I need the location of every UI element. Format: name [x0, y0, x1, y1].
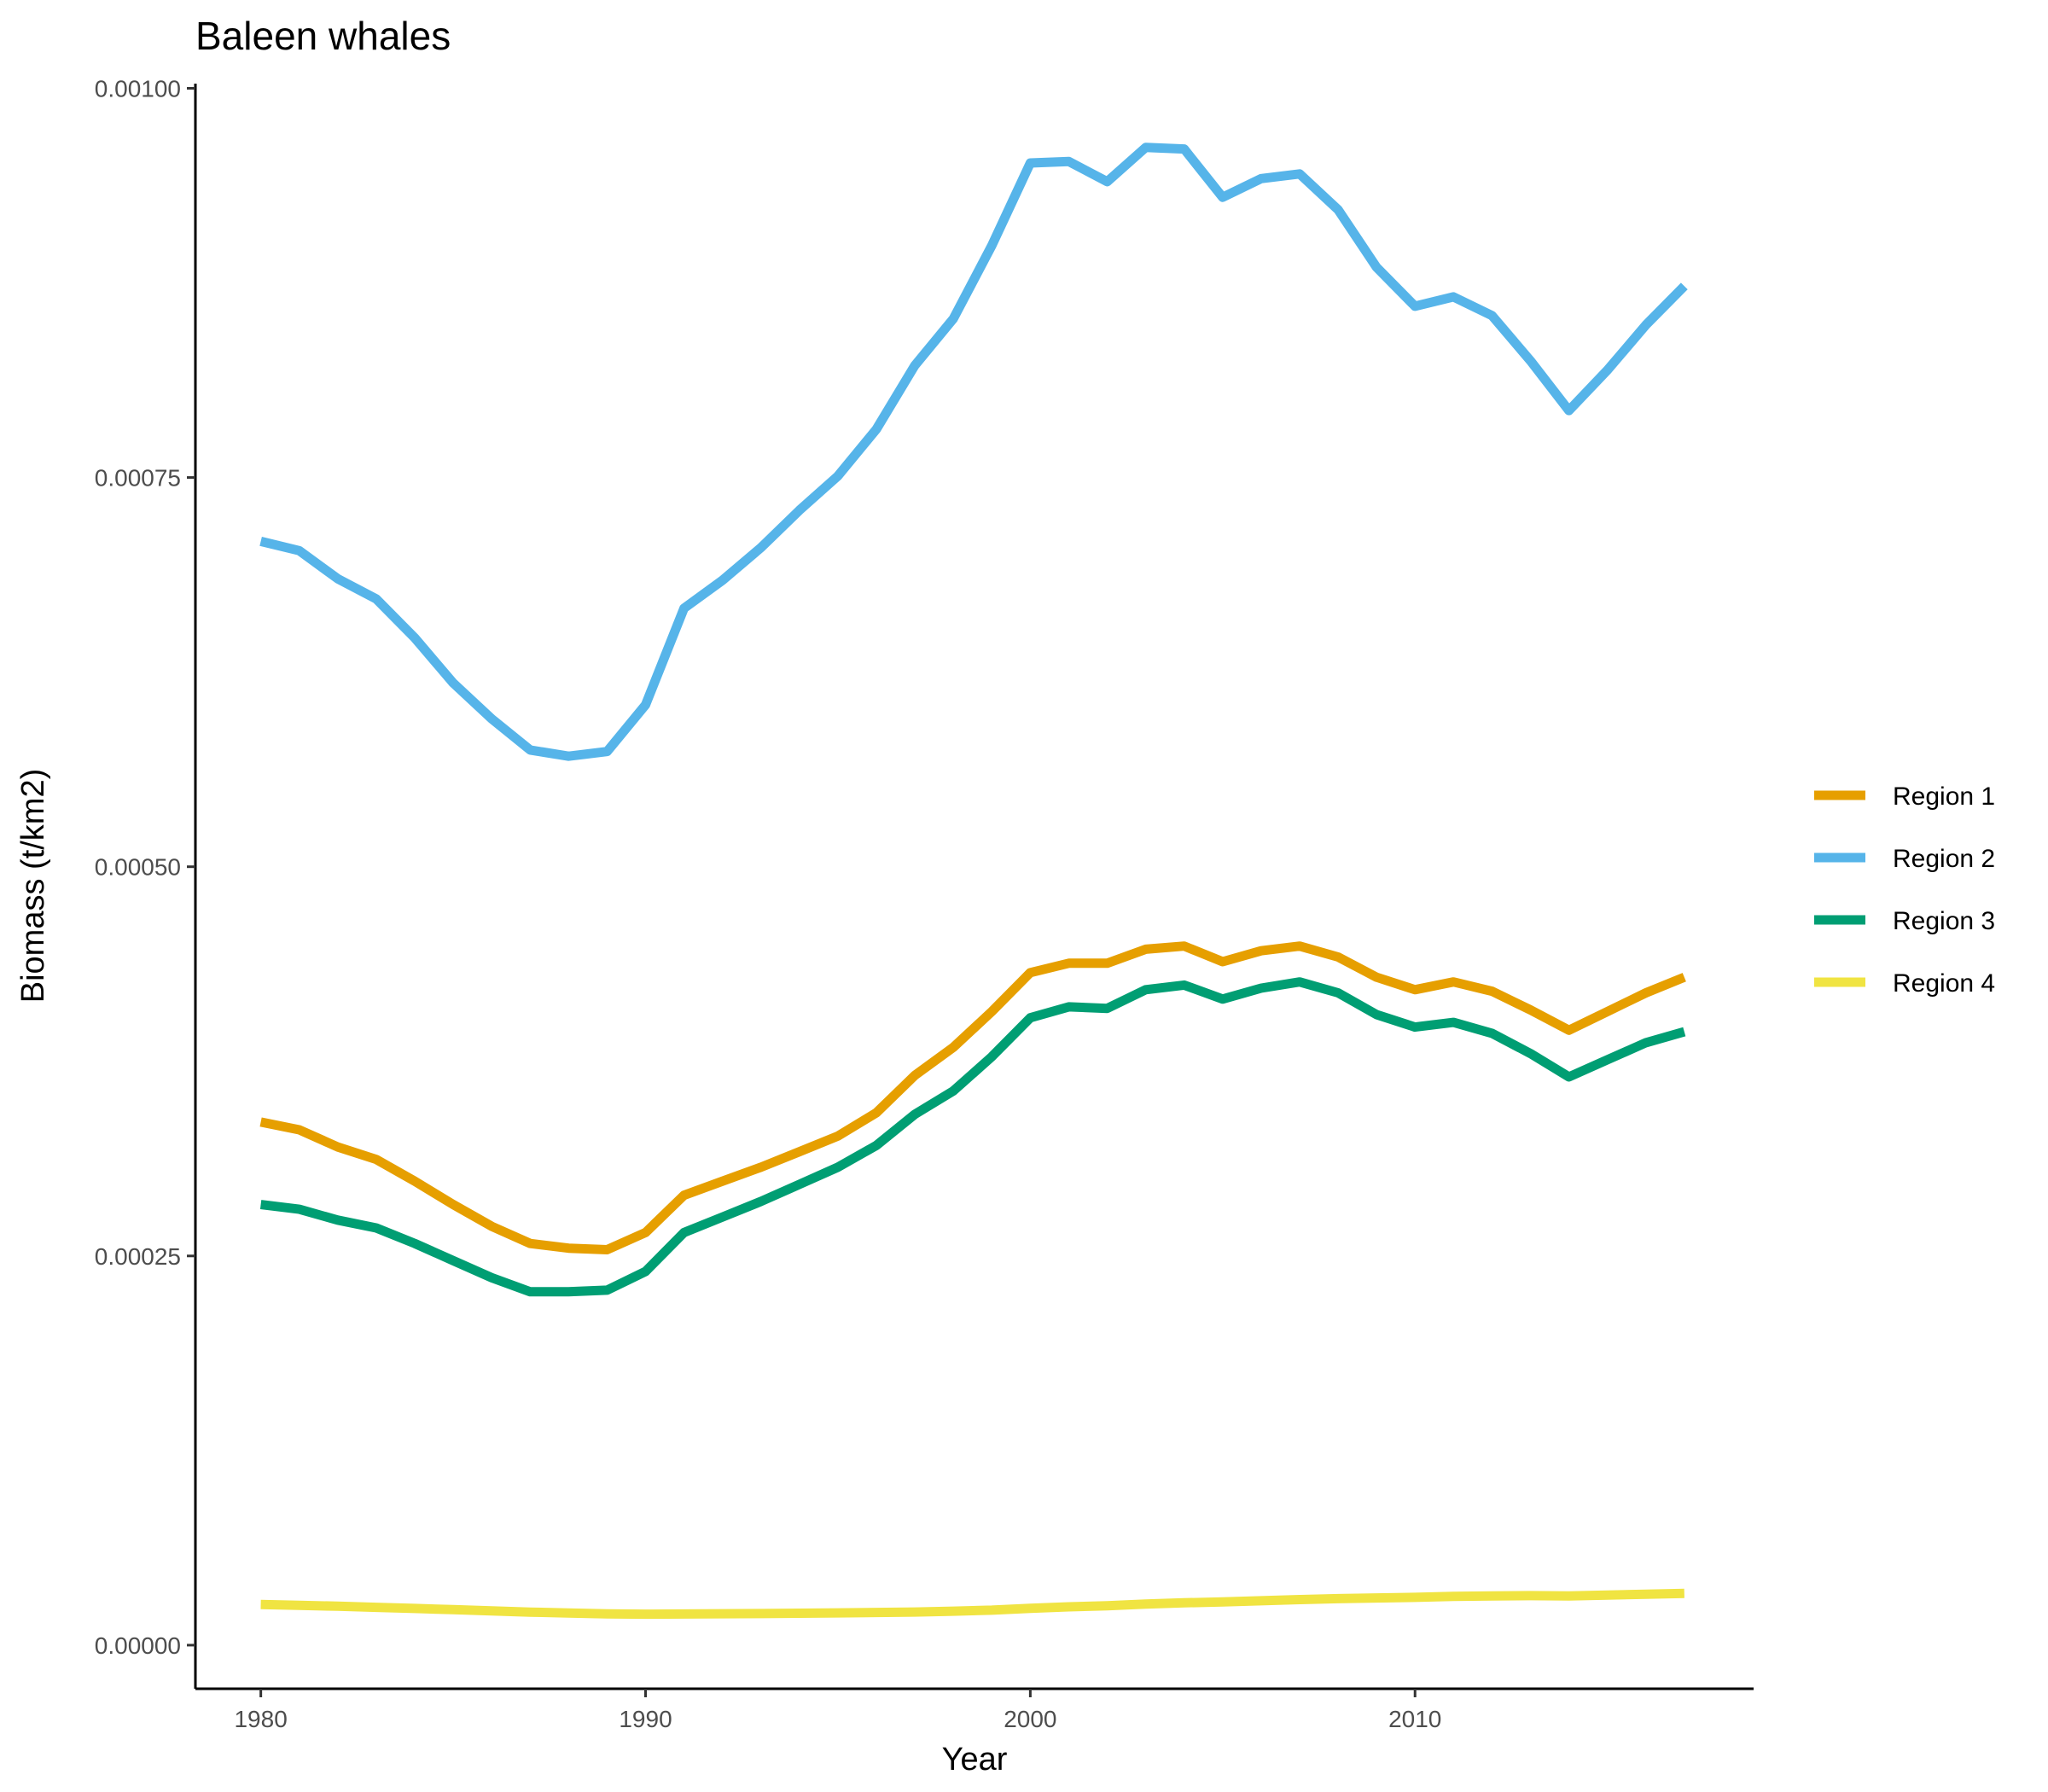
y-tick-label: 0.00000: [95, 1632, 181, 1659]
series-lines: [259, 143, 1688, 1620]
series-line-region-4: [260, 1588, 1684, 1620]
y-tick-label: 0.00025: [95, 1243, 181, 1270]
x-tick-label: 2010: [1388, 1706, 1441, 1732]
series-line-region-1: [259, 941, 1686, 1254]
axes: [194, 84, 1754, 1690]
x-tick-label: 1990: [619, 1706, 672, 1732]
chart-title: Baleen whales: [195, 14, 451, 58]
series-line-region-2: [259, 143, 1688, 761]
x-ticks: 1980 1990 2000 2010: [234, 1689, 1441, 1732]
legend: Region 1 Region 2 Region 3 Region 4: [1814, 783, 1995, 998]
x-tick-label: 2000: [1004, 1706, 1056, 1732]
legend-label: Region 3: [1893, 907, 1995, 935]
y-ticks: 0.00000 0.00025 0.00050 0.00075 0.00100: [95, 75, 195, 1659]
legend-item-region-4: Region 4: [1814, 969, 1995, 998]
legend-label: Region 4: [1893, 969, 1995, 998]
y-tick-label: 0.00075: [95, 465, 181, 492]
y-tick-label: 0.00050: [95, 854, 181, 881]
x-axis-title: Year: [942, 1742, 1008, 1777]
legend-label: Region 1: [1893, 783, 1995, 811]
legend-item-region-3: Region 3: [1814, 907, 1995, 935]
legend-item-region-2: Region 2: [1814, 845, 1995, 873]
series-line-region-3: [259, 977, 1686, 1297]
legend-item-region-1: Region 1: [1814, 783, 1995, 811]
y-tick-label: 0.00100: [95, 75, 181, 102]
x-tick-label: 1980: [234, 1706, 287, 1732]
y-axis-title: Biomass (t/km2): [15, 769, 51, 1003]
legend-label: Region 2: [1893, 845, 1995, 873]
